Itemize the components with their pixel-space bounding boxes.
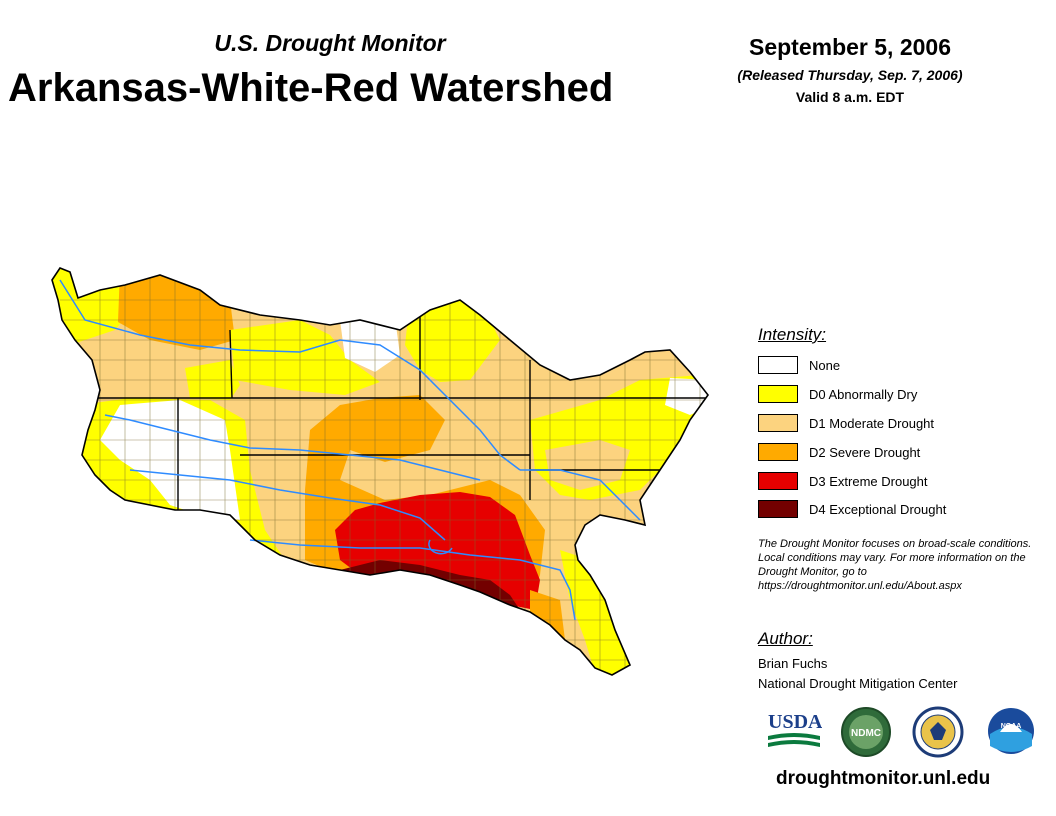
svg-text:NOAA: NOAA [1001, 723, 1022, 730]
d0-kansas-area [230, 320, 380, 395]
rivers [59, 279, 641, 621]
svg-text:USDA: USDA [768, 711, 822, 733]
canadian-river [129, 469, 446, 541]
legend-label: D1 Moderate Drought [809, 415, 935, 431]
legend-label: D0 Abnormally Dry [809, 386, 918, 402]
map-subtitle: U.S. Drought Monitor [214, 30, 446, 56]
legend-swatch [758, 385, 798, 403]
valid-time: Valid 8 a.m. EDT [795, 89, 905, 105]
county-boundaries [60, 268, 708, 675]
lake-texoma [428, 539, 453, 555]
svg-text:NDMC: NDMC [851, 728, 881, 739]
map-date: September 5, 2006 [748, 34, 951, 60]
legend-swatch [758, 443, 798, 461]
d1-east-area [545, 440, 630, 490]
disclaimer-note: The Drought Monitor focuses on broad-sca… [758, 538, 1032, 592]
legend-item-d0: D0 Abnormally Dry [758, 384, 917, 404]
none-north-area [340, 318, 400, 372]
watershed-outline [51, 267, 710, 676]
usda-logo-icon: USDA [768, 711, 822, 747]
legend-item-d2: D2 Severe Drought [758, 442, 920, 462]
legend-item-d3: D3 Extreme Drought [758, 471, 928, 491]
legend-label: D2 Severe Drought [809, 444, 921, 460]
legend-item-none: None [758, 355, 840, 375]
cimarron-river [104, 414, 481, 481]
d0-north-central-area [405, 300, 500, 382]
legend-heading: Intensity: [758, 325, 827, 344]
legend-swatch [758, 500, 798, 518]
drought-areas [52, 268, 708, 675]
red-river [249, 539, 576, 621]
legend-label: D4 Exceptional Drought [809, 501, 947, 517]
legend-swatch [758, 472, 798, 490]
legend-item-d4: D4 Exceptional Drought [758, 499, 946, 519]
drought-map [51, 267, 710, 676]
noaa-logo-icon: NOAA [988, 708, 1034, 754]
author-name: Brian Fuchs [758, 656, 828, 671]
arkansas-river-lower [520, 469, 641, 521]
ndmc-logo-icon: NDMC [841, 707, 891, 757]
author-organization: National Drought Mitigation Center [758, 676, 958, 691]
legend-swatch [758, 356, 798, 374]
legend-item-d1: D1 Moderate Drought [758, 413, 934, 433]
department-of-commerce-seal-icon [912, 706, 964, 758]
release-date: (Released Thursday, Sep. 7, 2006) [737, 67, 963, 83]
map-title: Arkansas-White-Red Watershed [8, 66, 614, 110]
legend-swatch [758, 414, 798, 432]
legend-label: D3 Extreme Drought [809, 473, 928, 489]
legend-label: None [809, 357, 841, 373]
arkansas-river [59, 279, 521, 471]
d2-southeast-area [530, 590, 565, 640]
author-heading: Author: [758, 629, 813, 648]
website-url: droughtmonitor.unl.edu [776, 768, 991, 789]
